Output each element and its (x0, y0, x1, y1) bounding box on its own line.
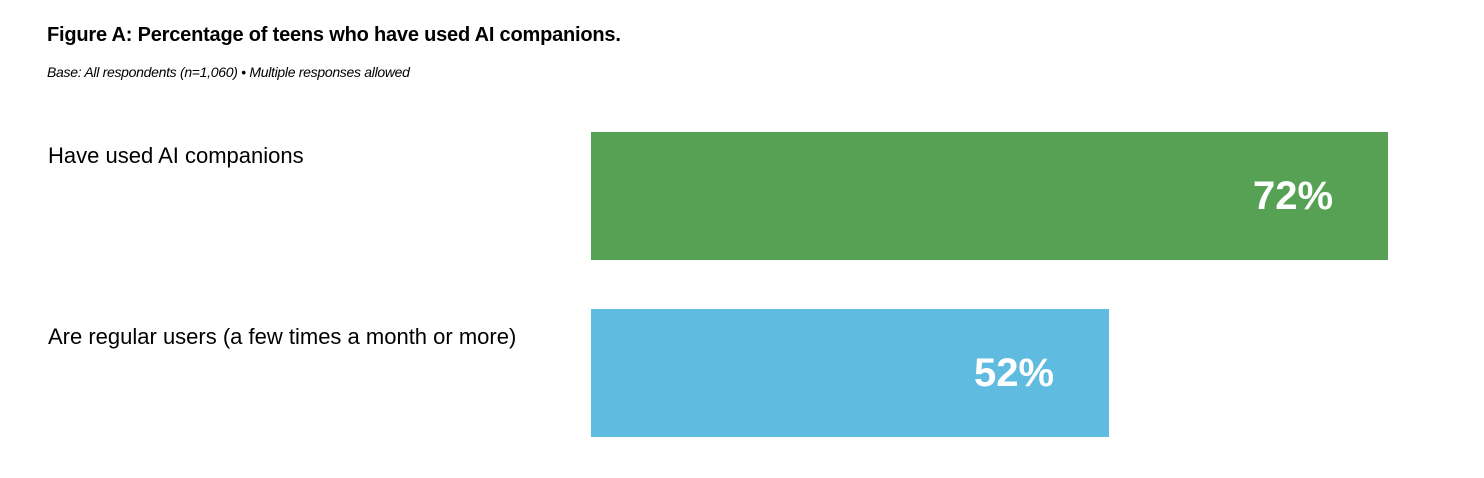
bar (591, 132, 1388, 260)
data-label: 52% (974, 351, 1055, 395)
category-label: Are regular users (a few times a month o… (48, 324, 517, 349)
chart-subtitle: Base: All respondents (n=1,060) • Multip… (47, 64, 410, 80)
category-label: Have used AI companions (48, 143, 304, 168)
data-label: 72% (1253, 174, 1334, 218)
chart-title: Figure A: Percentage of teens who have u… (47, 24, 621, 46)
bar (591, 309, 1109, 437)
